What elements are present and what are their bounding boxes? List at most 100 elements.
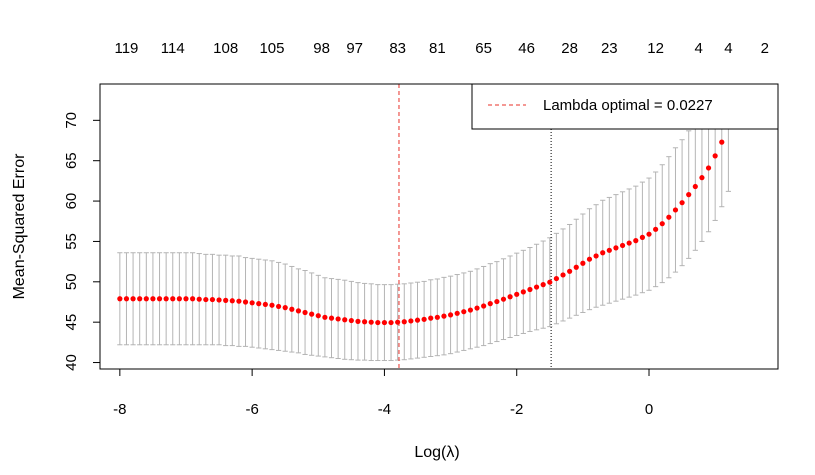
y-tick-label: 60	[63, 193, 80, 210]
mse-point	[474, 305, 480, 311]
mse-point	[150, 296, 156, 302]
mse-point	[375, 319, 381, 326]
mse-point	[666, 214, 672, 220]
mse-point	[123, 296, 130, 302]
mse-point	[507, 294, 513, 300]
mse-point	[216, 297, 222, 303]
mse-point	[619, 242, 626, 249]
mse-point	[190, 296, 196, 302]
mse-point	[626, 240, 632, 246]
df-label: 28	[561, 40, 578, 57]
df-label: 65	[475, 40, 492, 57]
mse-point	[335, 316, 341, 322]
legend: Lambda optimal = 0.0227	[471, 83, 779, 130]
mse-point	[414, 317, 421, 323]
mse-point	[130, 296, 136, 302]
y-tick-label: 40	[63, 354, 80, 371]
mse-point	[381, 319, 388, 326]
x-tick-label: -6	[245, 401, 258, 418]
mse-point	[699, 175, 705, 181]
mse-point	[434, 314, 440, 320]
mse-point	[560, 272, 566, 278]
mse-point	[315, 313, 321, 319]
mse-point	[428, 315, 434, 321]
mse-point	[633, 238, 639, 244]
df-label: 46	[518, 40, 535, 57]
df-label: 83	[389, 40, 406, 57]
mse-point	[170, 296, 176, 302]
mse-point	[719, 139, 725, 145]
mse-point	[348, 317, 354, 324]
mse-point	[269, 302, 275, 308]
mse-point	[646, 231, 652, 237]
x-axis-label: Log(λ)	[414, 444, 459, 461]
mse-point	[494, 298, 500, 305]
y-axis-label: Mean-Squared Error	[11, 153, 28, 300]
mse-point	[686, 192, 692, 198]
mse-point	[447, 312, 454, 318]
mse-point	[527, 286, 533, 293]
mse-point	[547, 279, 553, 285]
df-label: 2	[761, 40, 769, 57]
df-label: 12	[647, 40, 664, 57]
mse-point	[368, 319, 374, 325]
mse-point	[692, 183, 698, 190]
df-label: 119	[114, 40, 138, 57]
df-label: 114	[161, 40, 185, 57]
mse-point	[342, 317, 348, 323]
mse-point	[282, 305, 288, 311]
mse-point	[679, 200, 685, 206]
mse-point	[454, 310, 460, 316]
mse-point	[395, 319, 401, 325]
mse-point	[196, 296, 202, 302]
mse-point	[540, 282, 546, 288]
mse-point	[487, 301, 493, 307]
mse-point	[302, 309, 308, 316]
mse-point	[672, 207, 679, 213]
mse-point	[586, 256, 593, 262]
mse-point	[659, 221, 665, 227]
mse-point	[256, 301, 262, 307]
df-label: 23	[601, 40, 618, 57]
y-tick-label: 45	[63, 314, 80, 331]
mse-points	[117, 124, 731, 326]
df-label: 98	[313, 40, 330, 57]
mse-point	[421, 316, 427, 322]
df-label: 108	[213, 40, 238, 57]
x-tick-label: 0	[645, 401, 653, 418]
df-label: 4	[724, 40, 732, 57]
top-axis-df-labels: 119 114 108 105 98 97 83 81 65 46 28 23 12 4 4 2	[114, 40, 768, 57]
mse-point	[533, 284, 540, 290]
legend-label: Lambda optimal = 0.0227	[543, 97, 713, 114]
mse-point	[606, 247, 612, 253]
df-label: 4	[694, 40, 702, 57]
mse-point	[355, 318, 361, 324]
mse-point	[639, 234, 646, 240]
mse-point	[514, 291, 520, 297]
mse-point	[229, 298, 235, 304]
mse-point	[183, 296, 189, 302]
mse-point	[203, 296, 209, 303]
mse-point	[249, 300, 255, 306]
mse-point	[275, 303, 282, 310]
mse-point	[176, 296, 182, 302]
mse-point	[137, 296, 143, 302]
x-tick-label: -8	[113, 401, 126, 418]
mse-point	[712, 153, 718, 159]
mse-point	[567, 268, 573, 274]
y-tick-label: 65	[63, 152, 80, 169]
mse-point	[209, 296, 216, 303]
mse-point	[461, 309, 467, 315]
mse-point	[156, 296, 163, 302]
mse-point	[361, 319, 368, 325]
mse-point	[143, 296, 149, 302]
mse-point	[388, 319, 394, 326]
y-tick-label: 70	[63, 112, 80, 129]
mse-point	[600, 250, 606, 256]
mse-point	[613, 245, 619, 251]
mse-point	[401, 319, 407, 325]
mse-point	[500, 296, 507, 302]
mse-point	[441, 313, 447, 319]
df-label: 97	[346, 40, 363, 57]
